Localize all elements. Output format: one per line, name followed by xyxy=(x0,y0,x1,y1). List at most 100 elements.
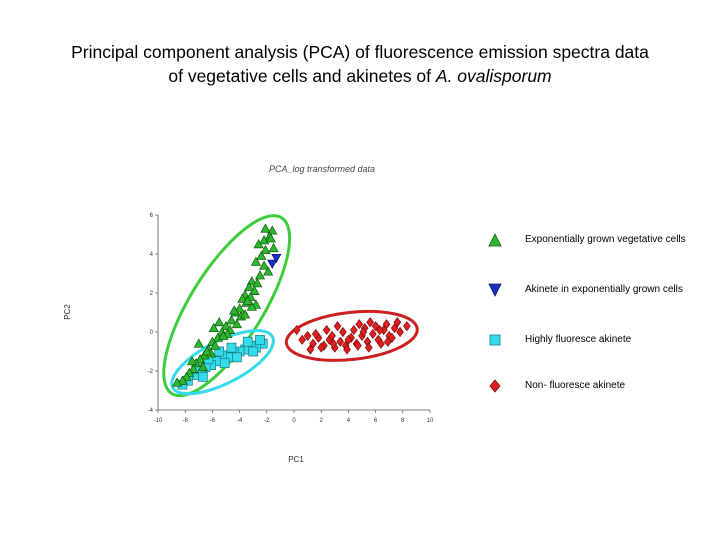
inner-chart-title: PCA_log transformed data xyxy=(269,164,375,174)
data-point-triangle-up xyxy=(195,354,206,364)
triangle-down-icon xyxy=(488,283,502,297)
data-point-triangle-up xyxy=(239,309,251,319)
page-title: Principal component analysis (PCA) of fl… xyxy=(0,40,720,88)
data-point-diamond xyxy=(336,336,345,347)
data-point-triangle-up xyxy=(252,278,263,288)
data-point-square xyxy=(226,342,237,353)
x-tick-label: -4 xyxy=(237,418,243,424)
data-point-triangle-down xyxy=(271,253,282,264)
data-point-square xyxy=(214,346,225,357)
data-point-triangle-up xyxy=(244,281,255,292)
data-point-triangle-up xyxy=(214,317,225,327)
data-point-diamond xyxy=(317,342,326,353)
x-tick-label: -10 xyxy=(154,418,163,424)
x-tick-label: 0 xyxy=(292,418,296,424)
data-point-triangle-up xyxy=(265,233,276,243)
data-point-triangle-down xyxy=(267,259,278,269)
data-point-triangle-up xyxy=(218,330,229,340)
data-point-triangle-up xyxy=(234,303,245,313)
x-tick-label: 2 xyxy=(320,418,324,424)
data-point-triangle-up xyxy=(260,244,271,255)
y-tick-label: 6 xyxy=(150,213,154,219)
title-line-2: of vegetative cells and akinetes of A. o… xyxy=(0,64,720,88)
data-point-diamond xyxy=(355,319,364,330)
data-point-diamond xyxy=(377,338,385,349)
data-point-diamond xyxy=(403,321,411,332)
x-tick-label: 6 xyxy=(374,418,378,424)
data-point-diamond xyxy=(369,328,377,340)
data-point-triangle-up xyxy=(249,285,260,295)
y-tick-label: 2 xyxy=(150,291,154,297)
data-point-triangle-up xyxy=(254,270,266,280)
y-tick-label: -2 xyxy=(148,369,154,375)
data-point-diamond xyxy=(339,326,347,338)
data-point-square xyxy=(232,352,242,363)
x-tick-label: 4 xyxy=(347,418,351,424)
data-point-triangle-up xyxy=(231,318,242,329)
species-name: A. ovalisporum xyxy=(435,66,552,86)
data-point-square xyxy=(242,336,253,347)
data-point-diamond xyxy=(343,344,351,355)
data-point-triangle-up xyxy=(258,260,270,270)
data-point-triangle-up xyxy=(181,371,192,381)
data-point-triangle-up xyxy=(210,340,221,350)
x-axis-label: PC1 xyxy=(288,455,304,464)
data-point-diamond xyxy=(366,317,374,328)
data-point-diamond xyxy=(322,324,331,336)
data-point-diamond xyxy=(292,324,301,336)
data-point-triangle-up xyxy=(226,315,237,325)
data-point-diamond xyxy=(375,324,384,336)
data-point-diamond xyxy=(382,319,391,330)
data-point-triangle-up xyxy=(208,322,219,333)
legend-label-vegetative: Exponentially grown vegetative cells xyxy=(525,234,686,245)
data-point-diamond xyxy=(364,342,373,353)
legend-item-vegetative: Exponentially grown vegetative cells xyxy=(488,230,720,250)
data-point-diamond xyxy=(344,334,353,345)
data-point-diamond xyxy=(303,330,312,341)
data-point-square xyxy=(219,358,230,369)
legend-item-akinete-exponential: Akinete in exponentially grown cells xyxy=(488,280,720,300)
diamond-icon xyxy=(489,379,501,393)
title-line-2-prefix: of vegetative cells and akinetes of xyxy=(168,66,436,86)
data-point-square xyxy=(248,346,259,357)
data-point-triangle-up xyxy=(201,346,213,356)
data-point-triangle-up xyxy=(253,239,264,249)
data-point-triangle-up xyxy=(250,256,262,266)
triangle-up-icon xyxy=(488,233,502,247)
data-point-diamond xyxy=(328,330,336,341)
legend-label-non-fluoresce: Non- fluoresce akinete xyxy=(525,380,626,391)
data-point-diamond xyxy=(298,334,306,345)
legend-item-highly-fluoresce: Highly fluoresce akinete xyxy=(488,330,720,350)
data-point-diamond xyxy=(311,328,320,340)
data-point-square xyxy=(255,334,265,345)
data-point-triangle-up xyxy=(177,375,188,385)
data-point-triangle-up xyxy=(193,338,204,348)
legend-item-non-fluoresce: Non- fluoresce akinete xyxy=(488,376,720,396)
data-point-diamond xyxy=(393,317,402,328)
data-point-triangle-up xyxy=(197,361,208,372)
red-ellipse xyxy=(284,309,419,362)
x-tick-label: -2 xyxy=(264,418,270,424)
data-point-triangle-up xyxy=(171,377,183,387)
data-point-triangle-up xyxy=(263,266,274,276)
x-tick-label: -8 xyxy=(183,418,189,424)
data-point-square xyxy=(198,372,208,382)
data-point-triangle-up xyxy=(237,293,248,303)
legend-label-akinete-exponential: Akinete in exponentially grown cells xyxy=(525,284,683,295)
y-tick-label: -4 xyxy=(148,408,154,414)
data-point-triangle-up xyxy=(186,356,198,366)
data-point-triangle-up xyxy=(256,250,267,260)
y-axis-label: PC2 xyxy=(63,304,72,320)
legend-label-highly-fluoresce: Highly fluoresce akinete xyxy=(525,334,632,345)
data-point-triangle-up xyxy=(246,301,257,311)
x-tick-label: 10 xyxy=(427,418,434,424)
data-point-diamond xyxy=(396,326,404,338)
data-point-triangle-up xyxy=(229,305,240,315)
data-point-diamond xyxy=(350,324,358,336)
y-tick-label: 0 xyxy=(150,330,154,336)
data-point-diamond xyxy=(333,321,342,332)
y-tick-label: 4 xyxy=(150,252,154,258)
data-point-triangle-up xyxy=(268,242,279,253)
data-point-diamond xyxy=(354,340,362,351)
